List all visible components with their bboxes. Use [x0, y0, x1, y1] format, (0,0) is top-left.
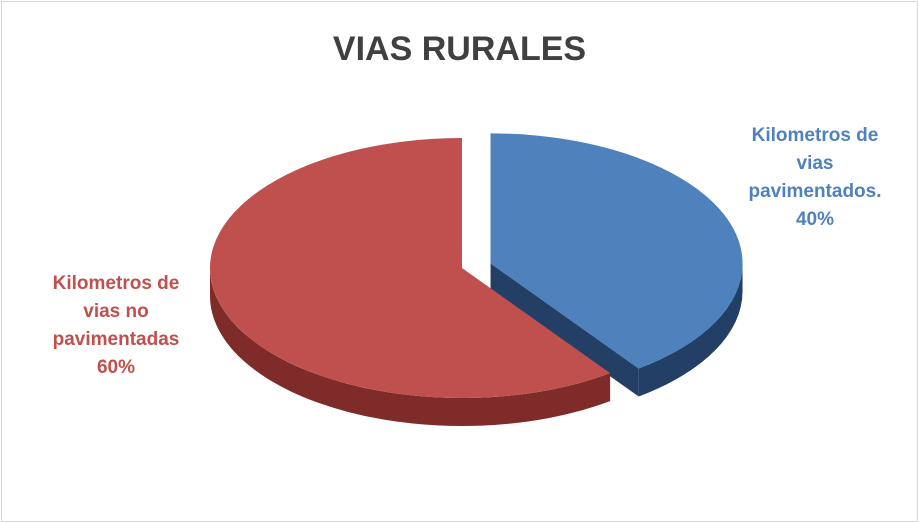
value-label: 60%: [96, 357, 136, 378]
chart-title: VIAS RURALES: [332, 30, 587, 68]
slice-label: Kilometros de vias pavimentados. 40%: [735, 122, 895, 234]
slice-cut-face: [490, 263, 639, 397]
slice-label: Kilometros de vias no pavimentadas 60%: [32, 270, 200, 382]
category-label: Kilometros de vias no pavimentadas: [52, 273, 180, 350]
category-label: Kilometros de vias pavimentados.: [748, 125, 882, 202]
value-label: 40%: [795, 209, 835, 230]
pie-slice: [490, 133, 743, 369]
pie-slice: [209, 138, 611, 398]
slice-side: [210, 268, 611, 426]
slice-side: [638, 263, 743, 397]
